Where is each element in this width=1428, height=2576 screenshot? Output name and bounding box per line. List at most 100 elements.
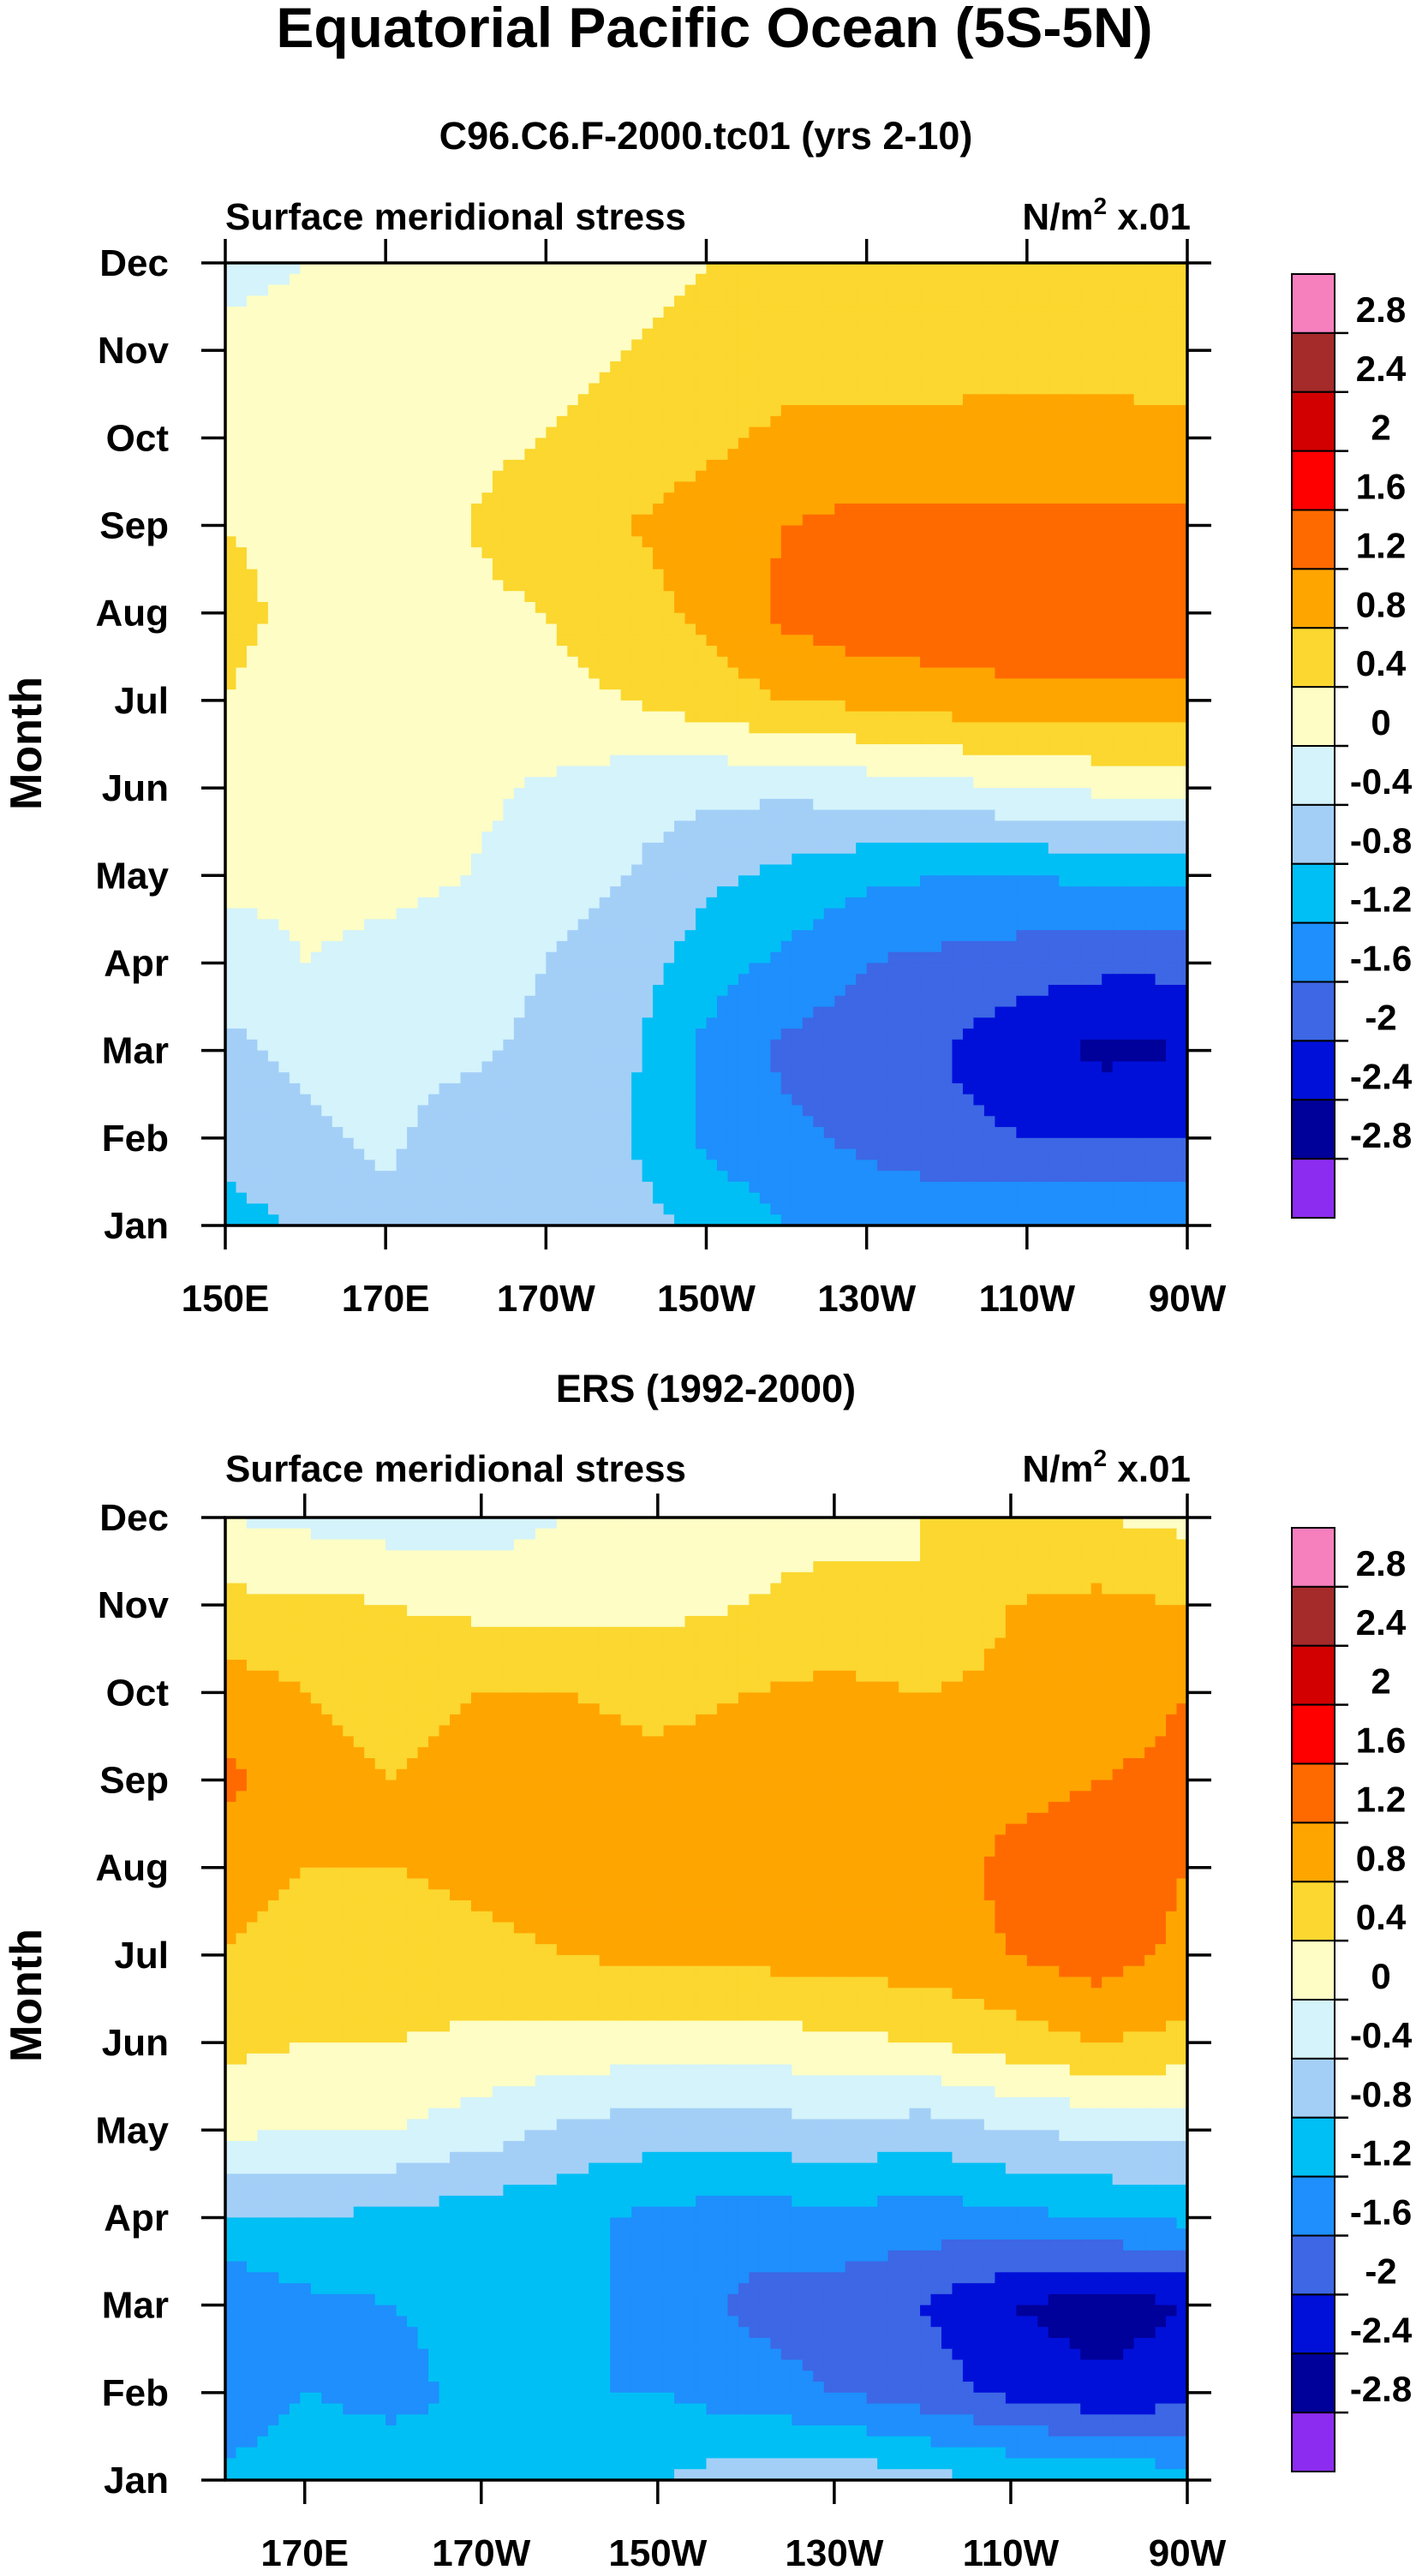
contour-cell — [973, 601, 985, 614]
contour-cell — [620, 591, 632, 603]
contour-cell — [738, 754, 750, 767]
contour-cell — [513, 612, 526, 625]
contour-cell — [257, 853, 269, 866]
contour-cell — [535, 415, 547, 428]
contour-cell — [257, 339, 269, 351]
contour-cell — [1133, 646, 1145, 658]
contour-cell — [952, 547, 964, 559]
contour-cell — [492, 536, 505, 548]
contour-cell — [1037, 525, 1049, 538]
contour-cell — [877, 438, 889, 450]
contour-cell — [887, 623, 899, 635]
contour-cell — [610, 449, 622, 461]
contour-cell — [321, 853, 333, 866]
contour-cell — [920, 689, 932, 701]
contour-cell — [353, 766, 365, 778]
contour-cell — [450, 580, 462, 592]
contour-cell — [674, 612, 686, 625]
contour-cell — [620, 612, 632, 625]
contour-cell — [610, 754, 622, 767]
contour-cell — [513, 263, 526, 275]
contour-cell — [973, 656, 985, 669]
contour-cell — [225, 492, 237, 504]
contour-cell — [962, 307, 975, 319]
contour-cell — [396, 754, 408, 767]
contour-cell — [856, 492, 868, 504]
contour-cell — [995, 383, 1007, 395]
contour-cell — [663, 754, 675, 767]
contour-cell — [396, 492, 408, 504]
contour-cell — [834, 842, 846, 855]
contour-cell — [995, 284, 1007, 297]
contour-cell — [823, 777, 835, 789]
contour-cell — [1166, 372, 1178, 385]
contour-cell — [696, 744, 708, 756]
contour-cell — [546, 635, 558, 647]
contour-cell — [1090, 766, 1102, 778]
contour-cell — [620, 514, 632, 527]
contour-cell — [428, 481, 440, 493]
contour-cell — [278, 372, 290, 385]
contour-cell — [300, 689, 312, 701]
contour-cell — [364, 361, 376, 373]
contour-cell — [450, 744, 462, 756]
contour-cell — [289, 601, 302, 614]
contour-cell — [674, 842, 686, 855]
contour-cell — [513, 700, 526, 713]
contour-cell — [599, 689, 611, 701]
contour-cell — [428, 667, 440, 680]
contour-cell — [973, 426, 985, 439]
contour-cell — [620, 295, 632, 307]
contour-cell — [727, 667, 739, 680]
contour-cell — [759, 492, 772, 504]
contour-cell — [1112, 809, 1124, 822]
contour-cell — [962, 514, 975, 527]
contour-cell — [696, 350, 708, 362]
contour-cell — [1080, 569, 1092, 581]
contour-cell — [225, 601, 237, 614]
contour-cell — [780, 656, 793, 669]
contour-cell — [343, 307, 355, 319]
contour-cell — [620, 678, 632, 690]
contour-cell — [513, 820, 526, 832]
contour-cell — [749, 733, 761, 745]
contour-cell — [759, 339, 772, 351]
contour-cell — [267, 678, 280, 690]
contour-cell — [396, 667, 408, 680]
contour-cell — [246, 350, 259, 362]
contour-cell — [823, 569, 835, 581]
contour-cell — [845, 700, 857, 713]
contour-cell — [856, 339, 868, 351]
contour-cell — [877, 492, 889, 504]
contour-cell — [1166, 273, 1178, 286]
contour-cell — [503, 317, 515, 330]
contour-cell — [567, 689, 579, 701]
contour-cell — [577, 426, 589, 439]
contour-cell — [727, 438, 739, 450]
contour-cell — [877, 372, 889, 385]
contour-cell — [930, 689, 942, 701]
contour-cell — [716, 273, 729, 286]
contour-cell — [684, 273, 696, 286]
contour-cell — [1144, 405, 1156, 417]
contour-cell — [941, 449, 953, 461]
contour-cell — [567, 449, 579, 461]
contour-cell — [599, 569, 611, 581]
contour-cell — [684, 667, 696, 680]
contour-cell — [759, 612, 772, 625]
contour-cell — [738, 263, 750, 275]
contour-cell — [225, 328, 237, 341]
contour-cell — [236, 361, 248, 373]
contour-cell — [696, 415, 708, 428]
contour-cell — [866, 667, 878, 680]
contour-cell — [962, 525, 975, 538]
contour-cell — [770, 591, 782, 603]
contour-cell — [257, 635, 269, 647]
contour-cell — [610, 328, 622, 341]
contour-cell — [866, 350, 878, 362]
contour-cell — [353, 372, 365, 385]
contour-cell — [877, 547, 889, 559]
contour-cell — [930, 580, 942, 592]
contour-cell — [642, 295, 654, 307]
contour-cell — [1166, 788, 1178, 800]
